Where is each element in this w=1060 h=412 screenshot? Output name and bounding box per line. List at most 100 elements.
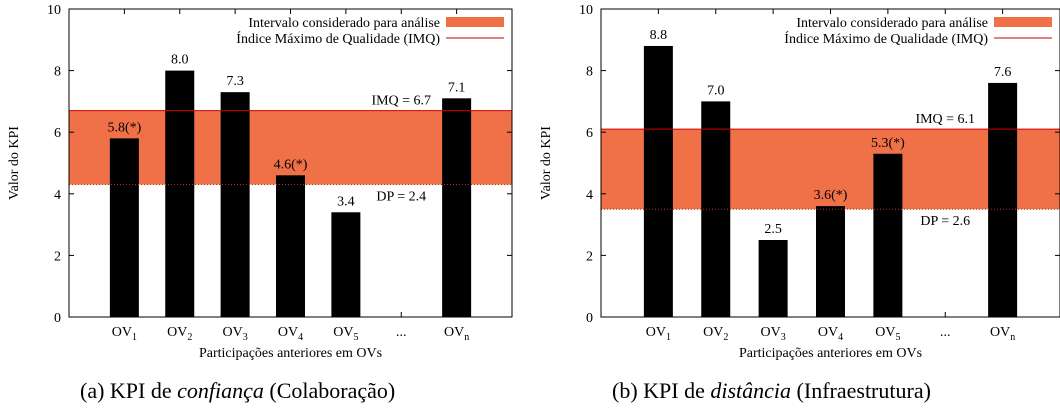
value-label: 8.0 (171, 53, 189, 68)
y-tick-label: 8 (54, 65, 61, 80)
imq-annotation: IMQ = 6.1 (915, 112, 975, 127)
x-tick-label: OV4 (278, 325, 303, 343)
x-tick-label-base: OV (703, 325, 723, 340)
x-tick-label: OV1 (646, 325, 671, 343)
x-axis-title: Participações anteriores em OVs (199, 346, 382, 361)
value-label: 5.3(*) (871, 136, 905, 151)
legend-band-label: Intervalo considerado para análise (796, 16, 988, 31)
x-tick-label: OV4 (818, 325, 843, 343)
y-tick-label: 0 (54, 311, 61, 326)
caption-a-suffix: (Colaboração) (263, 378, 396, 403)
x-tick-label: OVn (444, 325, 469, 343)
x-tick-label-base: OV (875, 325, 895, 340)
y-tick-label: 0 (586, 311, 593, 326)
x-tick-label-subscript: 2 (187, 332, 192, 343)
bar (873, 153, 903, 317)
value-label: 2.5 (764, 222, 782, 237)
legend-imq-label: Índice Máximo de Qualidade (IMQ) (236, 30, 440, 47)
bar (165, 70, 195, 317)
x-tick-label-subscript: 5 (895, 332, 900, 343)
caption-a-prefix: (a) KPI de (80, 378, 178, 403)
x-tick-label: ... (940, 325, 951, 340)
x-tick-label: OV3 (223, 325, 248, 343)
x-tick-label: OV2 (167, 325, 192, 343)
bar (988, 82, 1018, 317)
y-tick-label: 10 (579, 3, 593, 18)
bar (758, 240, 788, 317)
bar (816, 206, 845, 317)
x-tick-label-base: OV (278, 325, 298, 340)
y-axis-title: Valor do KPI (539, 126, 554, 200)
bar (276, 175, 305, 317)
value-label: 5.8(*) (107, 120, 141, 135)
x-tick-label-base: OV (990, 325, 1010, 340)
x-tick-label: OV2 (703, 325, 728, 343)
x-tick-label: OV1 (112, 325, 137, 343)
value-label: 3.4 (337, 194, 355, 209)
x-tick-label: ... (396, 325, 407, 340)
legend-band-swatch (446, 17, 504, 27)
x-tick-label-base: OV (646, 325, 666, 340)
x-tick-label-subscript: 4 (838, 332, 843, 343)
caption-b: (b) KPI de distância (Infraestrutura) (612, 378, 931, 404)
caption-b-prefix: (b) KPI de (612, 378, 711, 403)
bar (220, 92, 250, 317)
x-tick-label-base: OV (167, 325, 187, 340)
caption-a: (a) KPI de confiança (Colaboração) (80, 378, 395, 404)
bar (442, 98, 472, 317)
analysis-interval-band (69, 110, 512, 185)
x-tick-label-base: ... (940, 325, 951, 340)
x-tick-label-base: OV (444, 325, 464, 340)
x-tick-label-base: OV (818, 325, 838, 340)
x-tick-label: OV5 (875, 325, 900, 343)
bar (109, 138, 139, 317)
x-tick-label-subscript: n (464, 332, 469, 343)
caption-a-emph: confiança (177, 378, 264, 403)
bar (331, 212, 361, 317)
value-label: 4.6(*) (274, 157, 308, 172)
x-tick-label-subscript: n (1010, 332, 1015, 343)
x-tick-label-base: OV (333, 325, 353, 340)
dp-annotation: DP = 2.6 (920, 214, 970, 229)
value-label: 7.6 (994, 65, 1012, 80)
caption-b-emph: distância (710, 378, 792, 403)
x-tick-label-base: OV (761, 325, 781, 340)
imq-annotation: IMQ = 6.7 (371, 94, 431, 109)
x-tick-label-base: OV (112, 325, 132, 340)
x-tick-label-base: OV (223, 325, 243, 340)
caption-b-suffix: (Infraestrutura) (791, 378, 931, 403)
value-label: 7.0 (707, 83, 725, 98)
x-tick-label-subscript: 1 (666, 332, 671, 343)
legend-band-label: Intervalo considerado para análise (248, 16, 440, 31)
x-tick-label: OV3 (761, 325, 786, 343)
x-tick-label-base: ... (396, 325, 407, 340)
value-label: 8.8 (650, 28, 668, 43)
x-tick-label-subscript: 2 (723, 332, 728, 343)
x-tick-label: OVn (990, 325, 1015, 343)
bar (643, 45, 673, 318)
y-tick-label: 4 (586, 188, 593, 203)
legend-band-swatch (994, 17, 1052, 27)
x-tick-label-subscript: 1 (132, 332, 137, 343)
value-label: 7.3 (226, 74, 244, 89)
x-tick-label-subscript: 4 (298, 332, 303, 343)
y-tick-label: 4 (54, 188, 61, 203)
dp-annotation: DP = 2.4 (376, 190, 426, 205)
value-label: 3.6(*) (814, 188, 848, 203)
y-tick-label: 6 (586, 126, 593, 141)
y-tick-label: 2 (54, 249, 61, 264)
analysis-interval-band (601, 129, 1060, 210)
y-tick-label: 8 (586, 65, 593, 80)
y-axis-title: Valor do KPI (7, 126, 22, 200)
value-label: 7.1 (448, 80, 466, 95)
x-axis-title: Participações anteriores em OVs (739, 346, 922, 361)
y-tick-label: 2 (586, 249, 593, 264)
x-tick-label-subscript: 3 (243, 332, 248, 343)
x-tick-label-subscript: 3 (781, 332, 786, 343)
x-tick-label: OV5 (333, 325, 358, 343)
y-tick-label: 10 (47, 3, 61, 18)
x-tick-label-subscript: 5 (353, 332, 358, 343)
